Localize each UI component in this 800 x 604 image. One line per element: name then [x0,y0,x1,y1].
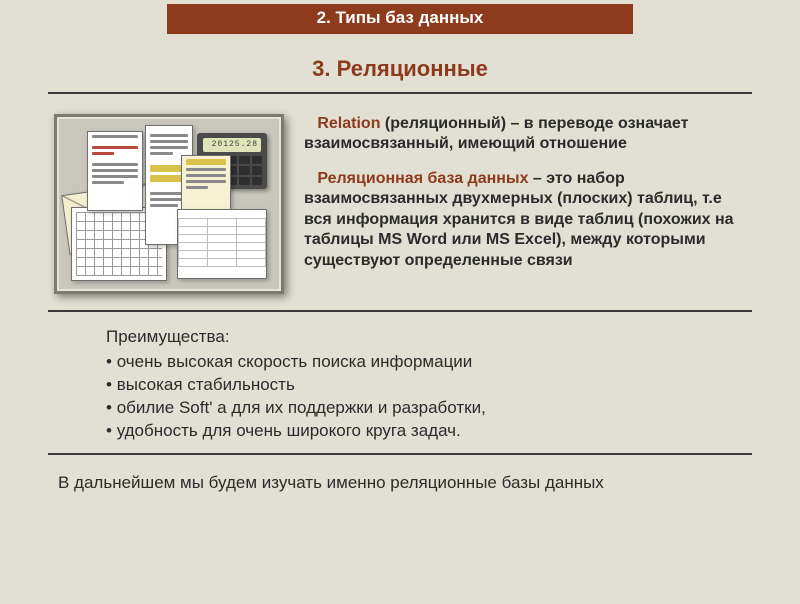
definition-1: Relation (реляционный) – в переводе озна… [304,114,752,155]
advantage-item: очень высокая скорость поиска информации [106,351,710,374]
keyword-relation: Relation [317,115,380,132]
table-doc-icon [177,209,267,279]
footer-text: В дальнейшем мы будем изучать именно рел… [58,473,800,493]
slide-title: 3. Реляционные [0,56,800,82]
rule-middle [48,310,752,312]
calculator-display: 20125.28 [203,138,261,152]
keyword-rdb: Реляционная база данных [317,170,528,187]
definition-text: Relation (реляционный) – в переводе озна… [304,114,752,285]
advantages-block: Преимущества: очень высокая скорость пои… [106,326,710,443]
letter-doc-icon [87,131,143,211]
definition-row: 20125.28 Relation (реляционный) – [0,94,800,304]
rule-bottom [48,453,752,455]
advantage-item: высокая стабильность [106,374,710,397]
advantage-item: обилие Soft' а для их поддержки и разраб… [106,397,710,420]
documents-illustration: 20125.28 [54,114,284,294]
section-banner: 2. Типы баз данных [167,4,633,34]
advantage-item: удобность для очень широкого круга задач… [106,420,710,443]
definition-2: Реляционная база данных – это набор взаи… [304,169,752,271]
advantages-heading: Преимущества: [106,326,710,349]
